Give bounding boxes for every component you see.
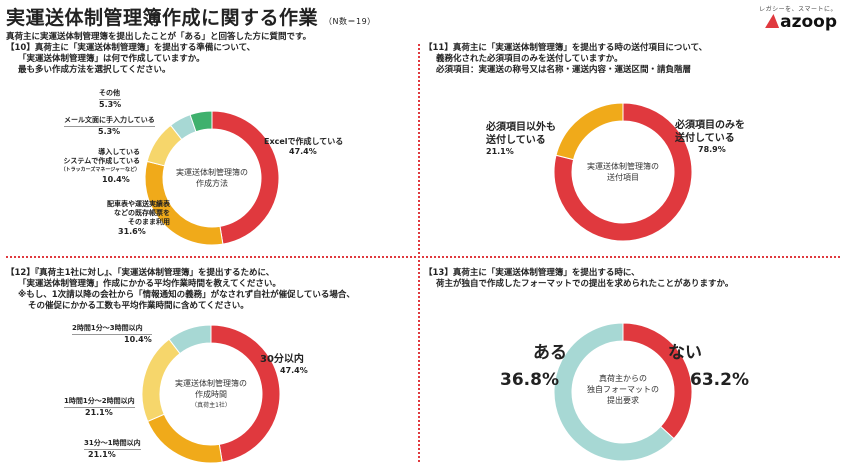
q13-line: 荷主が独自で作成したフォーマットでの提出を求められたことがありますか。 <box>436 279 734 289</box>
q10-label-existing-line: 配車表や運送実績表 <box>107 200 170 208</box>
q10-label-existing-line: などの既存帳票を <box>114 209 170 217</box>
q10-center-line: 作成方法 <box>196 179 228 188</box>
q12-center-line: 作成時間 <box>195 390 227 399</box>
q11-line: 【11】真荷主に「実運送体制管理簿」を提出する時の送付項目について、 <box>424 43 708 53</box>
q13-line: 【13】真荷主に「実運送体制管理簿」を提出する時に、 <box>424 268 640 278</box>
azoop-triangle-icon <box>765 14 780 28</box>
q11-slice-0 <box>553 102 693 242</box>
q12-slice-1 <box>147 413 223 464</box>
logo: レガシーを、スマートに。 azoop <box>759 4 837 31</box>
title-text: 実運送体制管理簿作成に関する作業 <box>6 7 319 29</box>
q12-label-1h: 31分～1時間以内 21.1% <box>84 439 141 460</box>
logo-tagline: レガシーを、スマートに。 <box>759 6 837 13</box>
q13-label-no-value: 63.2% <box>690 370 749 390</box>
q12-line: 【12】『真荷主1社に対し』、「実運送体制管理簿」を提出するために、 <box>6 268 275 278</box>
q10-label-existing-value: 31.6% <box>118 227 146 236</box>
q10-label-system-value: 10.4% <box>102 175 130 184</box>
q12-label-2h-name: 1時間1分～2時間以内 <box>64 397 135 408</box>
q11-slice-1 <box>555 102 624 161</box>
q11-center-line: 実運送体制管理簿の <box>587 162 659 171</box>
q13-center-label: 真荷主からの 独自フォーマットの 提出要求 <box>583 373 663 406</box>
q10-label-excel: Excelで作成している 47.4% <box>264 137 343 157</box>
q10-slice-4 <box>189 110 213 133</box>
sample-size: （N数＝19） <box>324 17 376 26</box>
q10-label-mail: メール文面に手入力している 5.3% <box>64 116 155 137</box>
q12-label-2h: 1時間1分～2時間以内 21.1% <box>64 397 135 418</box>
q10-label-mail-name: メール文面に手入力している <box>64 116 155 127</box>
q10-label-system-sub: （トラッカーズマネージャーなど） <box>60 167 140 173</box>
q10-line: 最も多い作成方法を選択してください。 <box>18 65 171 75</box>
q13-label-yes-value: 36.8% <box>500 370 559 390</box>
q13-center-line: 独自フォーマットの <box>587 385 659 394</box>
q11-question: 【11】真荷主に「実運送体制管理簿」を提出する時の送付項目について、 義務化され… <box>424 43 707 76</box>
q12-line: 「実運送体制管理簿」作成にかかる平均作業時間を教えてください。 <box>18 279 281 289</box>
q12-label-1h-name: 31分～1時間以内 <box>84 439 141 450</box>
q12-label-30min-name: 30分以内 <box>260 354 304 365</box>
q10-center-line: 実運送体制管理簿の <box>176 168 248 177</box>
divider-horizontal <box>6 256 840 258</box>
q10-line: 【10】真荷主に「実運送体制管理簿」を提出する準備について、 <box>6 43 256 53</box>
q12-question: 【12】『真荷主1社に対し』、「実運送体制管理簿」を提出するために、 「実運送体… <box>6 268 355 312</box>
q10-donut-chart <box>144 110 280 246</box>
q10-center-label: 実運送体制管理簿の 作成方法 <box>172 167 252 189</box>
q10-label-other-name: その他 <box>99 89 122 100</box>
q13-label-yes: ある <box>533 343 567 363</box>
q11-center-line: 送付項目 <box>607 173 639 182</box>
q10-label-excel-name: Excelで作成している <box>264 137 344 146</box>
q11-donut-chart <box>553 102 693 242</box>
q10-label-mail-value: 5.3% <box>98 127 121 136</box>
q11-label-extra: 必須項目以外も 送付している 21.1% <box>486 121 556 157</box>
q12-label-3h-value: 10.4% <box>124 335 152 344</box>
logo-name: azoop <box>780 12 837 32</box>
q11-center-label: 実運送体制管理簿の 送付項目 <box>583 161 663 183</box>
q12-label-2h-value: 21.1% <box>85 408 113 417</box>
q10-line: 「実運送体制管理簿」は何で作成していますか。 <box>18 54 205 64</box>
q12-line: ※もし、1次請以降の会社から「情報通知の義務」がなされず自社が催促している場合、 <box>18 290 355 300</box>
q10-label-other-value: 5.3% <box>99 100 122 109</box>
q12-line: その催促にかかる工数も平均作業時間に含めてください。 <box>28 301 249 311</box>
q10-label-existing: 配車表や運送実績表 などの既存帳票を そのまま利用 31.6% <box>80 200 170 237</box>
q13-donut-chart <box>553 322 693 462</box>
q12-center-line: 実運送体制管理簿の <box>175 379 247 388</box>
q12-center-label: 実運送体制管理簿の 作成時間 （真荷主1社） <box>171 378 251 411</box>
q13-label-no: ない <box>668 343 702 363</box>
q11-label-extra-line: 送付している <box>486 135 546 146</box>
q13-slice-1 <box>553 322 675 462</box>
q12-label-3h: 2時間1分～3時間以内 10.4% <box>72 324 152 345</box>
q13-question: 【13】真荷主に「実運送体制管理簿」を提出する時に、 荷主が独自で作成したフォー… <box>424 268 733 290</box>
q10-label-system: 導入している システムで作成している （トラッカーズマネージャーなど） 10.4… <box>36 148 140 185</box>
q10-label-existing-line: そのまま利用 <box>128 218 170 226</box>
q10-label-excel-value: 47.4% <box>289 147 317 156</box>
divider-vertical <box>418 44 420 462</box>
subtitle: 真荷主に実運送体制管理簿を提出したことが「ある」と回答した方に質問です。 <box>6 32 312 42</box>
q12-center-sub: （真荷主1社） <box>191 402 231 409</box>
q10-question: 【10】真荷主に「実運送体制管理簿」を提出する準備について、 「実運送体制管理簿… <box>6 43 255 76</box>
q11-line: 必須項目：実運送の称号又は名称・運送内容・運送区間・請負階層 <box>436 65 692 75</box>
q11-label-required-line: 必須項目のみを <box>675 120 745 131</box>
q11-label-extra-value: 21.1% <box>486 147 514 156</box>
q12-slice-3 <box>168 324 212 355</box>
q10-label-system-line: システムで作成している <box>63 157 140 165</box>
q11-line: 義務化された必須項目のみを送付していますか。 <box>436 54 623 64</box>
q13-center-line: 真荷主からの <box>599 374 647 383</box>
page-title: 実運送体制管理簿作成に関する作業 （N数＝19） <box>6 3 376 30</box>
q12-donut-chart <box>141 324 281 464</box>
q12-label-1h-value: 21.1% <box>88 450 116 459</box>
q11-label-extra-line: 必須項目以外も <box>486 122 556 133</box>
q10-label-system-line: 導入している <box>98 148 140 156</box>
q12-label-30min: 30分以内 47.4% <box>260 353 308 376</box>
q10-label-other: その他 5.3% <box>99 89 122 110</box>
q11-label-required-line: 送付している <box>675 133 735 144</box>
q13-center-line: 提出要求 <box>607 396 639 405</box>
q12-label-30min-value: 47.4% <box>280 366 308 375</box>
q11-label-required-value: 78.9% <box>698 145 726 154</box>
q11-label-required: 必須項目のみを 送付している 78.9% <box>675 119 745 155</box>
q12-label-3h-name: 2時間1分～3時間以内 <box>72 324 152 335</box>
